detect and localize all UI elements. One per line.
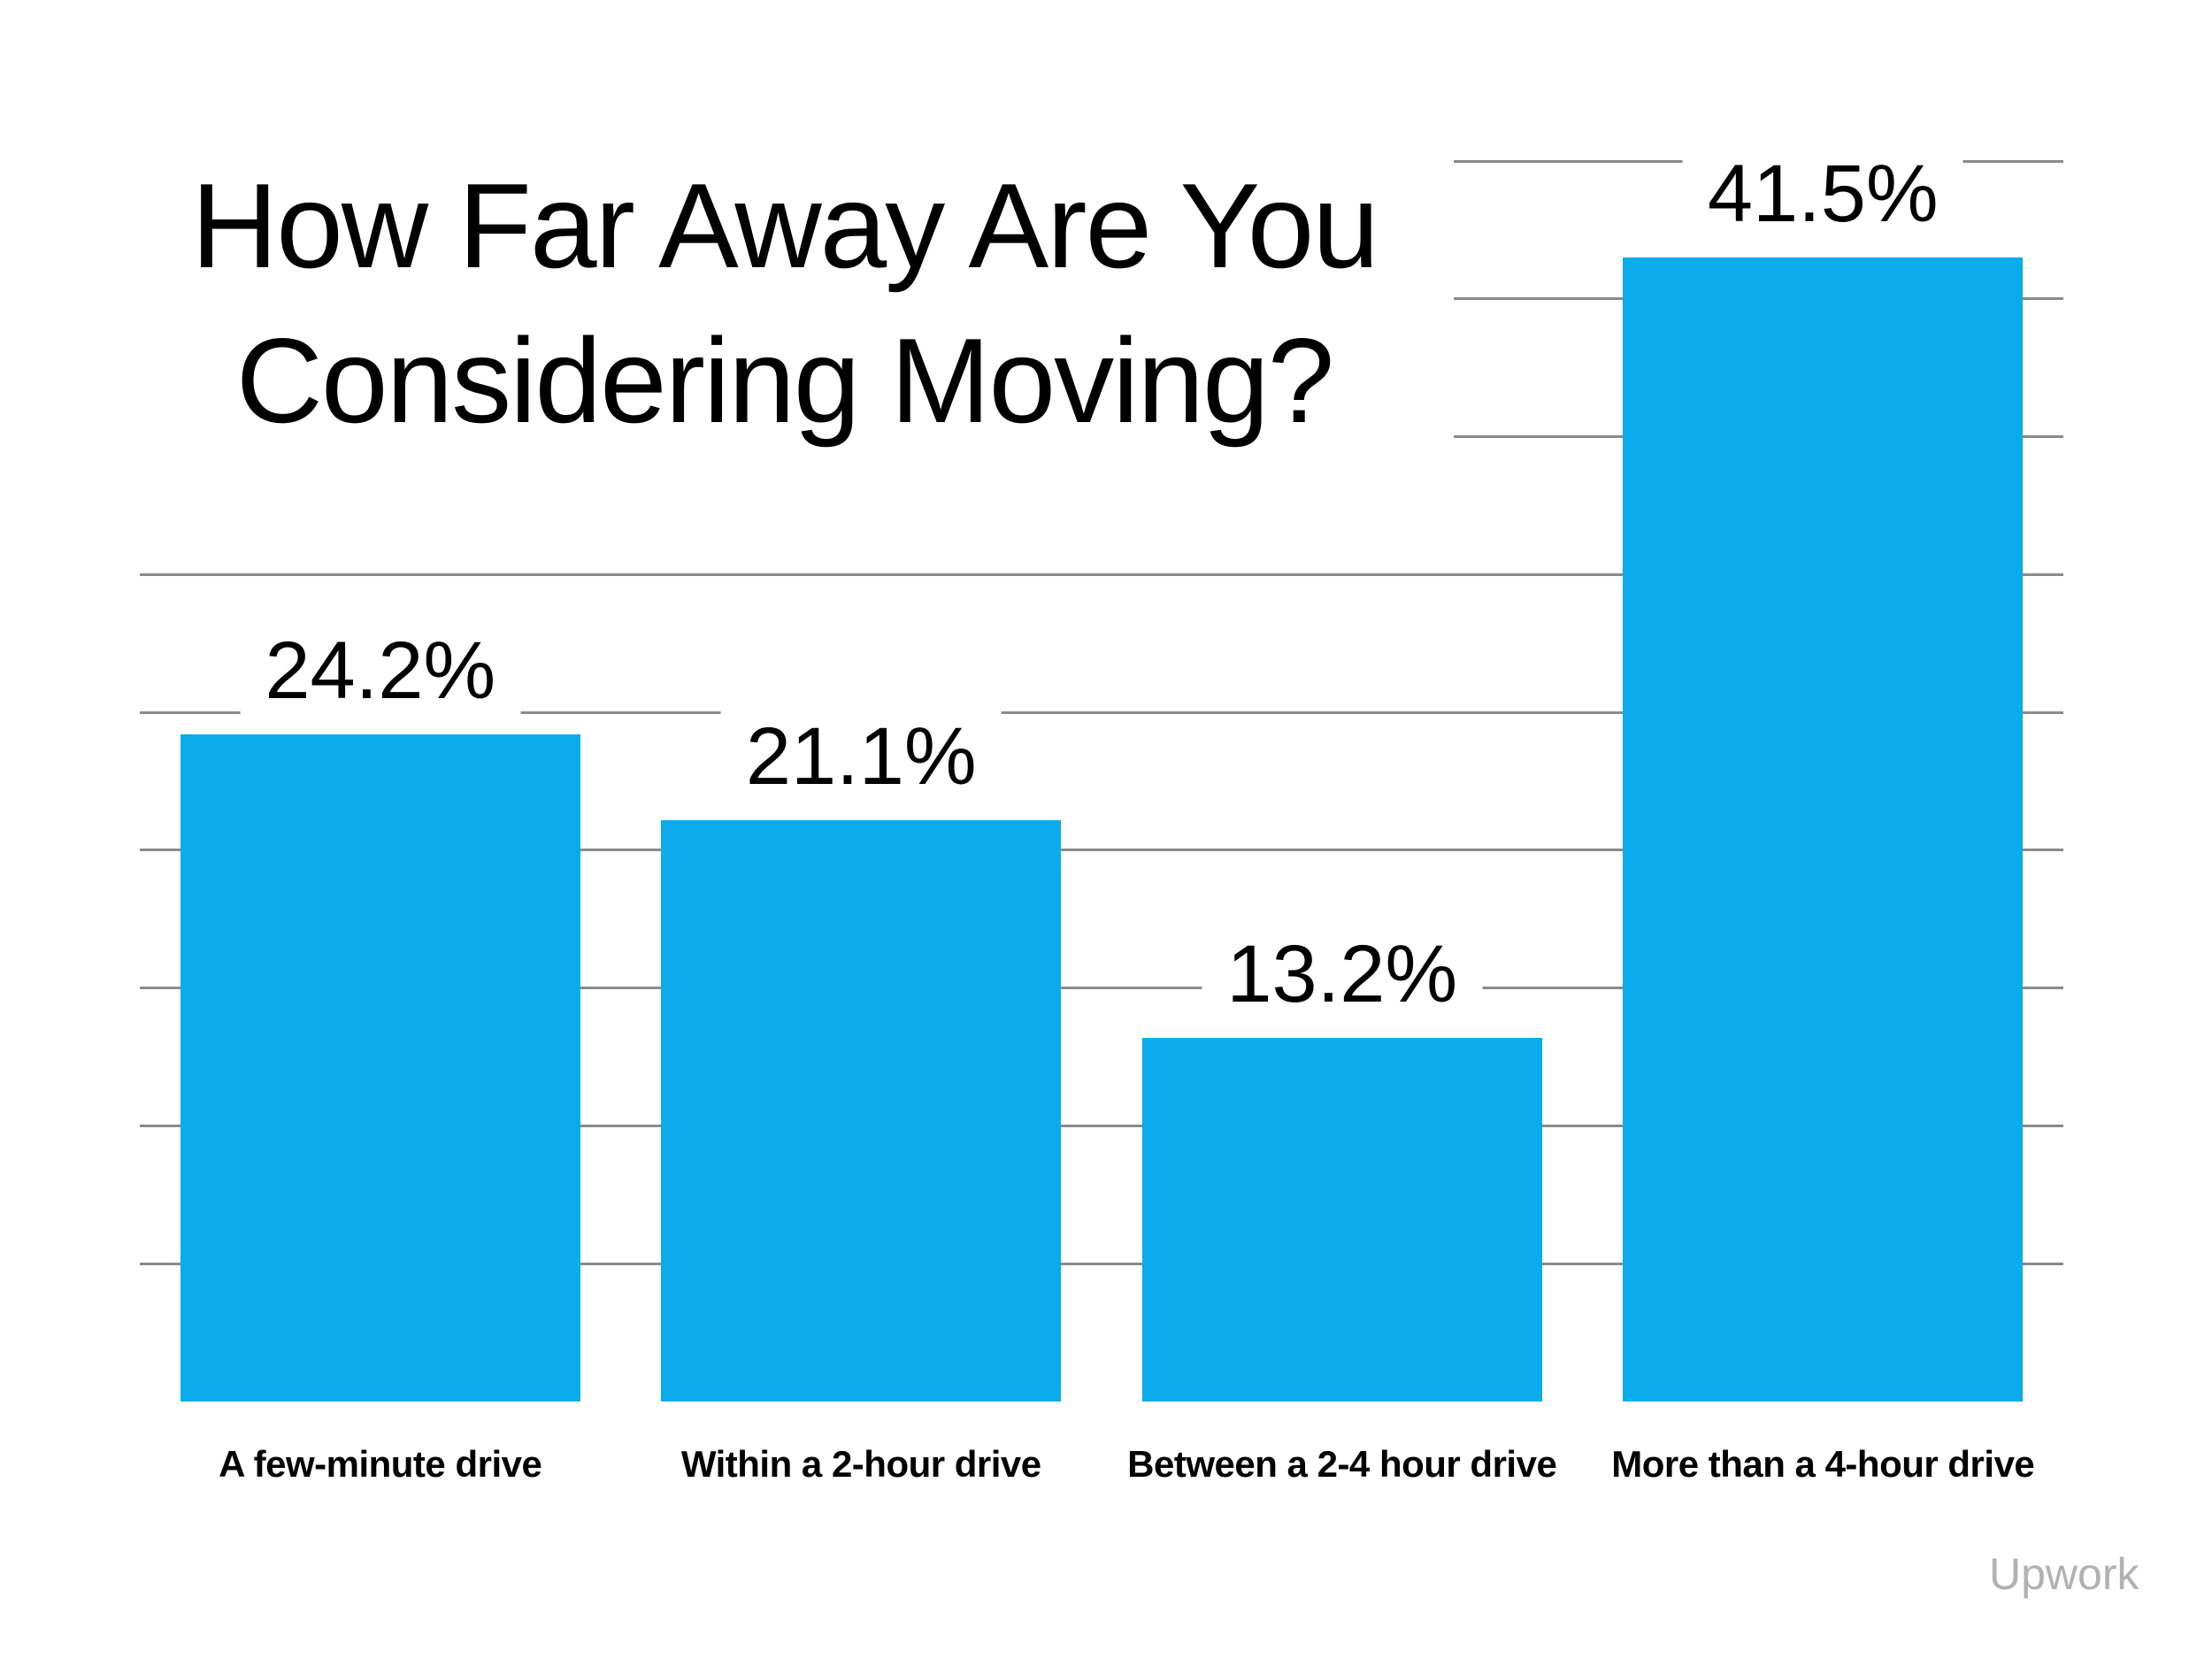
bar-a-few-minute-drive <box>180 734 580 1402</box>
category-label-between-a-2-4-hour-drive: Between a 2-4 hour drive <box>1127 1443 1557 1485</box>
category-label-a-few-minute-drive: A few-minute drive <box>219 1443 542 1485</box>
value-label-within-a-2-hour-drive: 21.1% <box>720 703 1002 810</box>
gridline-30-percent <box>140 572 2063 576</box>
watermark-upwork: Upwork <box>1989 1549 2139 1599</box>
bar-more-than-a-4-hour-drive <box>1623 257 2024 1402</box>
chart-title-line-1: How Far Away Are You <box>191 157 1379 293</box>
chart-title: How Far Away Are You Considering Moving? <box>115 80 1454 526</box>
gridline-25-percent <box>140 710 2063 714</box>
value-label-a-few-minute-drive: 24.2% <box>240 618 521 725</box>
gridline-20-percent <box>140 849 2063 852</box>
bar-within-a-2-hour-drive <box>661 819 1062 1402</box>
chart-title-line-2: Considering Moving? <box>235 312 1335 448</box>
gridline-15-percent <box>140 987 2063 990</box>
gridline-10-percent <box>140 1124 2063 1127</box>
value-label-more-than-a-4-hour-drive: 41.5% <box>1682 141 1963 248</box>
bar-between-a-2-4-hour-drive <box>1141 1037 1542 1402</box>
category-label-more-than-a-4-hour-drive: More than a 4-hour drive <box>1611 1443 2035 1485</box>
value-label-between-a-2-4-hour-drive: 13.2% <box>1202 920 1483 1027</box>
category-label-within-a-2-hour-drive: Within a 2-hour drive <box>680 1443 1041 1485</box>
gridline-5-percent <box>140 1262 2063 1265</box>
